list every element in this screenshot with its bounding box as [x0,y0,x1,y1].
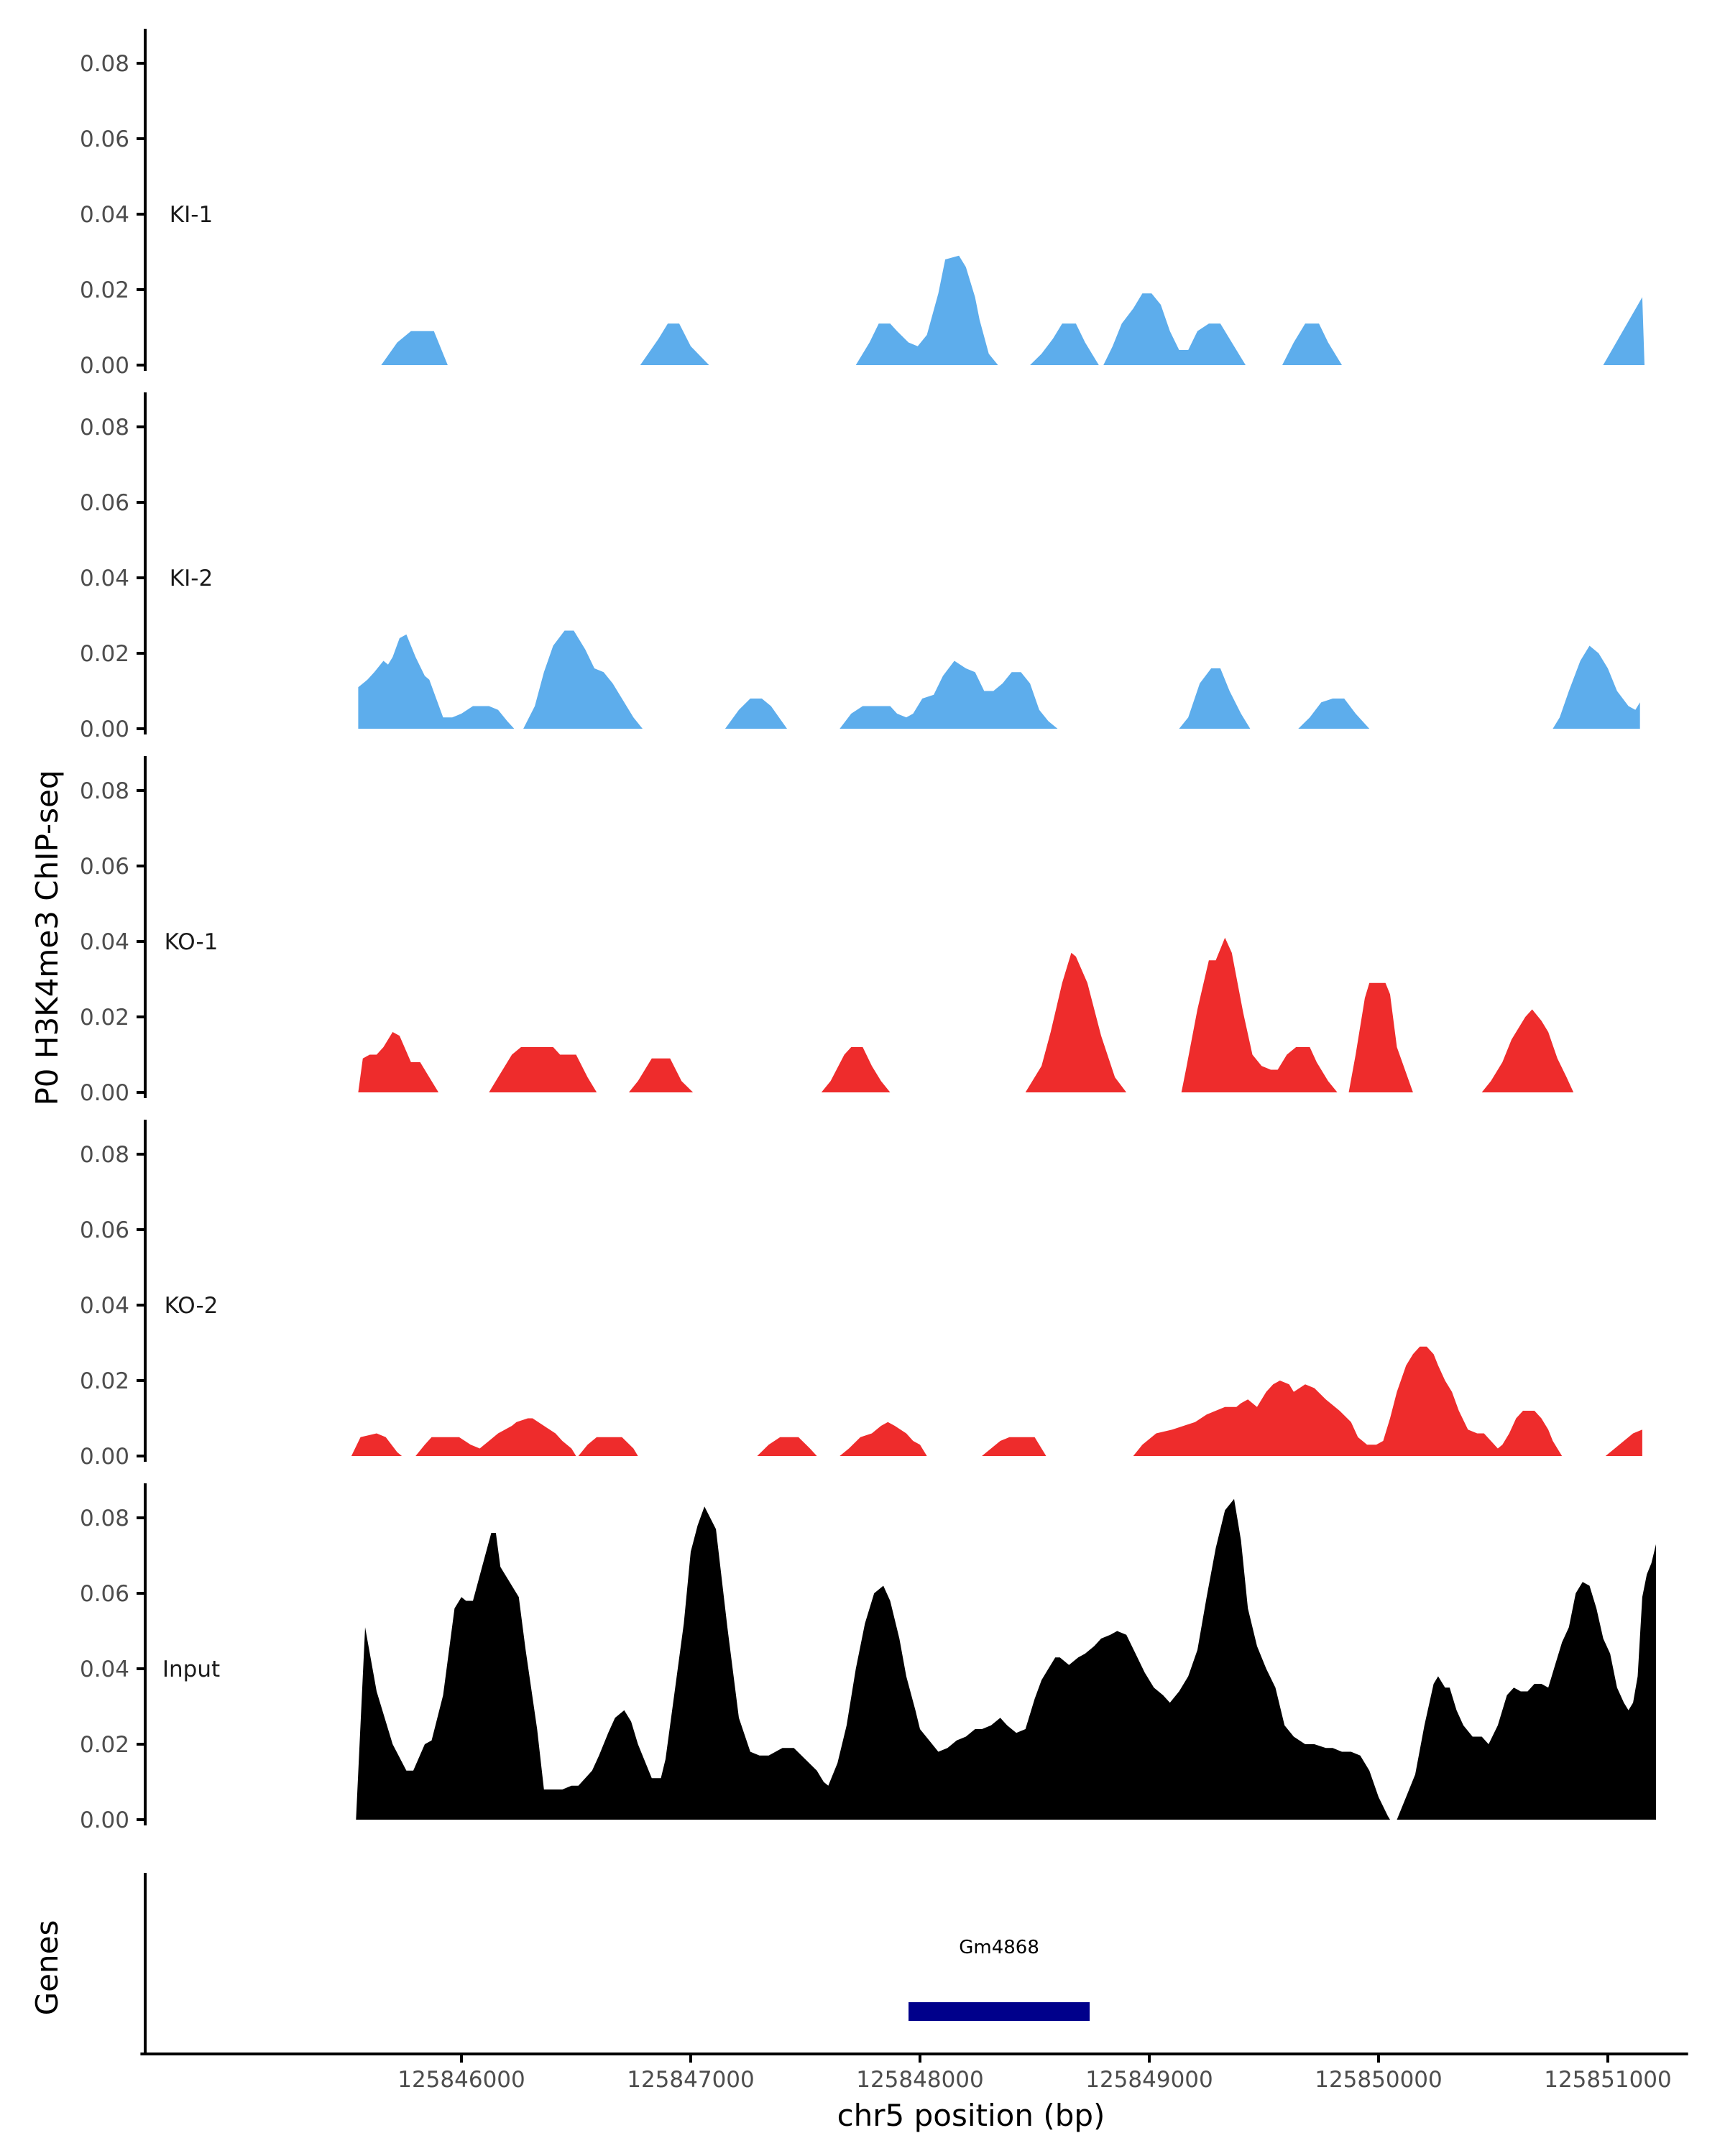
coverage-area [982,1437,1046,1456]
x-tick-label: 125851000 [1544,2067,1672,2093]
gene-body [908,2002,1090,2021]
coverage-area [358,1032,439,1092]
y-tick-label: 0.04 [80,566,129,591]
y-tick-label: 0.06 [80,1581,129,1607]
coverage-area [628,1058,694,1092]
coverage-area [724,699,787,729]
coverage-area [1282,323,1342,365]
coverage-area [1552,645,1640,729]
coverage-area [1179,668,1251,729]
x-tick-label: 125846000 [397,2067,525,2093]
y-axis-title: P0 H3K4me3 ChIP-seq [29,770,65,1105]
y-tick-label: 0.08 [80,1506,129,1531]
y-tick-label: 0.02 [80,1732,129,1758]
track-panel: 0.00 0.02 0.04 0.06 0.08 KI-2 [80,392,1640,742]
y-tick-label: 0.08 [80,51,129,77]
track-label: KO-2 [165,1293,218,1319]
y-tick-label: 0.08 [80,415,129,441]
track-panel: 0.00 0.02 0.04 0.06 0.08 KI-1 [80,29,1644,379]
coverage-area [381,331,448,365]
coverage-area [1298,699,1370,729]
y-tick-label: 0.00 [80,1807,129,1833]
coverage-area [1481,1009,1574,1092]
gene-label: Gm4868 [959,1937,1039,1958]
x-tick-label: 125847000 [627,2067,755,2093]
coverage-area [840,1422,927,1456]
x-axis-title: chr5 position (bp) [837,2098,1105,2133]
coverage-area [358,634,515,729]
coverage-area [1603,297,1644,365]
coverage-area [1025,952,1127,1092]
y-tick-label: 0.00 [80,717,129,742]
track-panels: 0.00 0.02 0.04 0.06 0.08 KI-1 0.00 0.02 0.04 0.06… [80,29,1656,1833]
coverage-area [640,323,709,365]
y-tick-label: 0.00 [80,1080,129,1106]
y-tick-label: 0.06 [80,854,129,880]
y-tick-label: 0.06 [80,126,129,152]
coverage-area [351,1433,402,1456]
y-tick-label: 0.08 [80,778,129,804]
y-tick-label: 0.04 [80,1657,129,1682]
coverage-area [489,1047,597,1092]
coverage-area [1397,1544,1656,1820]
coverage-area [1181,937,1338,1092]
y-tick-label: 0.04 [80,1293,129,1319]
coverage-area [578,1437,638,1456]
coverage-area [840,660,1058,729]
track-panel: 0.00 0.02 0.04 0.06 0.08 KO-2 [80,1120,1642,1470]
track-label: Input [162,1657,220,1682]
y-tick-label: 0.04 [80,202,129,228]
x-tick-label: 125849000 [1085,2067,1213,2093]
coverage-area [415,1418,576,1456]
coverage-area [855,255,998,365]
genes-panel: Gm4868 [144,1873,1090,2054]
coverage-area [1030,323,1099,365]
x-tick-label: 125850000 [1315,2067,1443,2093]
y-tick-label: 0.08 [80,1142,129,1168]
track-label: KI-2 [170,566,213,591]
x-axis: 125846000 125847000 125848000 125849000 1258… [140,2053,1688,2093]
y-tick-label: 0.00 [80,1444,129,1470]
coverage-area [757,1437,817,1456]
y-tick-label: 0.00 [80,353,129,379]
coverage-area [356,1498,1390,1820]
genes-axis-title: Genes [29,1920,65,2016]
track-panel: 0.00 0.02 0.04 0.06 0.08 Input [80,1483,1656,1833]
x-tick-label: 125848000 [856,2067,984,2093]
coverage-area [1605,1429,1642,1456]
coverage-area [1133,1346,1563,1456]
y-tick-label: 0.02 [80,641,129,667]
y-tick-label: 0.06 [80,1217,129,1243]
coverage-area [821,1047,891,1092]
track-label: KO-1 [165,929,218,955]
coverage-area [523,630,643,729]
y-tick-label: 0.06 [80,490,129,516]
coverage-area [1348,982,1413,1092]
track-label: KI-1 [170,202,213,228]
y-tick-label: 0.02 [80,1005,129,1031]
y-tick-label: 0.04 [80,929,129,955]
y-tick-label: 0.02 [80,1368,129,1394]
y-tick-label: 0.02 [80,277,129,303]
track-panel: 0.00 0.02 0.04 0.06 0.08 KO-1 [80,756,1574,1106]
coverage-area [1103,293,1246,365]
